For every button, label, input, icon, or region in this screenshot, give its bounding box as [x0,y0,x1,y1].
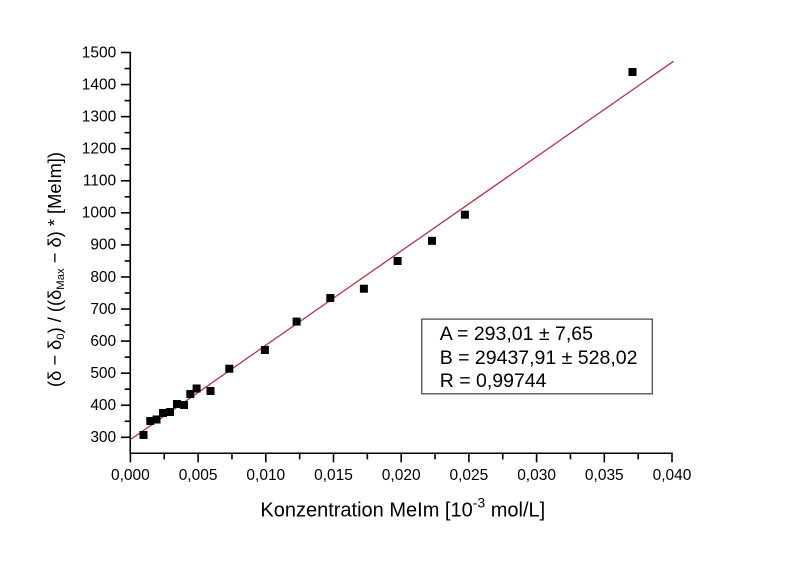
svg-text:1100: 1100 [83,173,117,190]
svg-text:900: 900 [90,237,116,254]
svg-text:0,030: 0,030 [517,467,556,484]
svg-text:0,020: 0,020 [382,467,421,484]
svg-text:0,005: 0,005 [179,467,218,484]
svg-text:A = 293,01 ± 7,65: A = 293,01 ± 7,65 [440,323,593,345]
svg-text:0,000: 0,000 [111,467,150,484]
svg-text:0,015: 0,015 [314,467,353,484]
svg-text:1300: 1300 [82,108,117,125]
svg-text:600: 600 [90,333,116,350]
svg-text:700: 700 [90,301,116,318]
svg-text:1000: 1000 [82,205,117,222]
svg-text:300: 300 [90,429,116,446]
svg-text:0,025: 0,025 [450,467,489,484]
svg-text:800: 800 [90,269,116,286]
svg-text:400: 400 [90,397,116,414]
svg-text:0,010: 0,010 [246,467,285,484]
svg-text:B = 29437,91 ± 528,02: B = 29437,91 ± 528,02 [440,347,638,369]
svg-text:1200: 1200 [82,141,117,158]
svg-text:Konzentration MeIm [10-3 mol/L: Konzentration MeIm [10-3 mol/L] [260,495,545,522]
svg-text:1400: 1400 [82,76,117,93]
svg-text:1500: 1500 [82,44,117,61]
svg-text:0,040: 0,040 [653,467,692,484]
svg-text:500: 500 [90,365,116,382]
svg-text:0,035: 0,035 [585,467,624,484]
svg-text:(δ − δ0) / ((δMax − δ) * [MeIm: (δ − δ0) / ((δMax − δ) * [MeIm]) [44,152,67,387]
svg-text:R = 0,99744: R = 0,99744 [440,370,547,392]
